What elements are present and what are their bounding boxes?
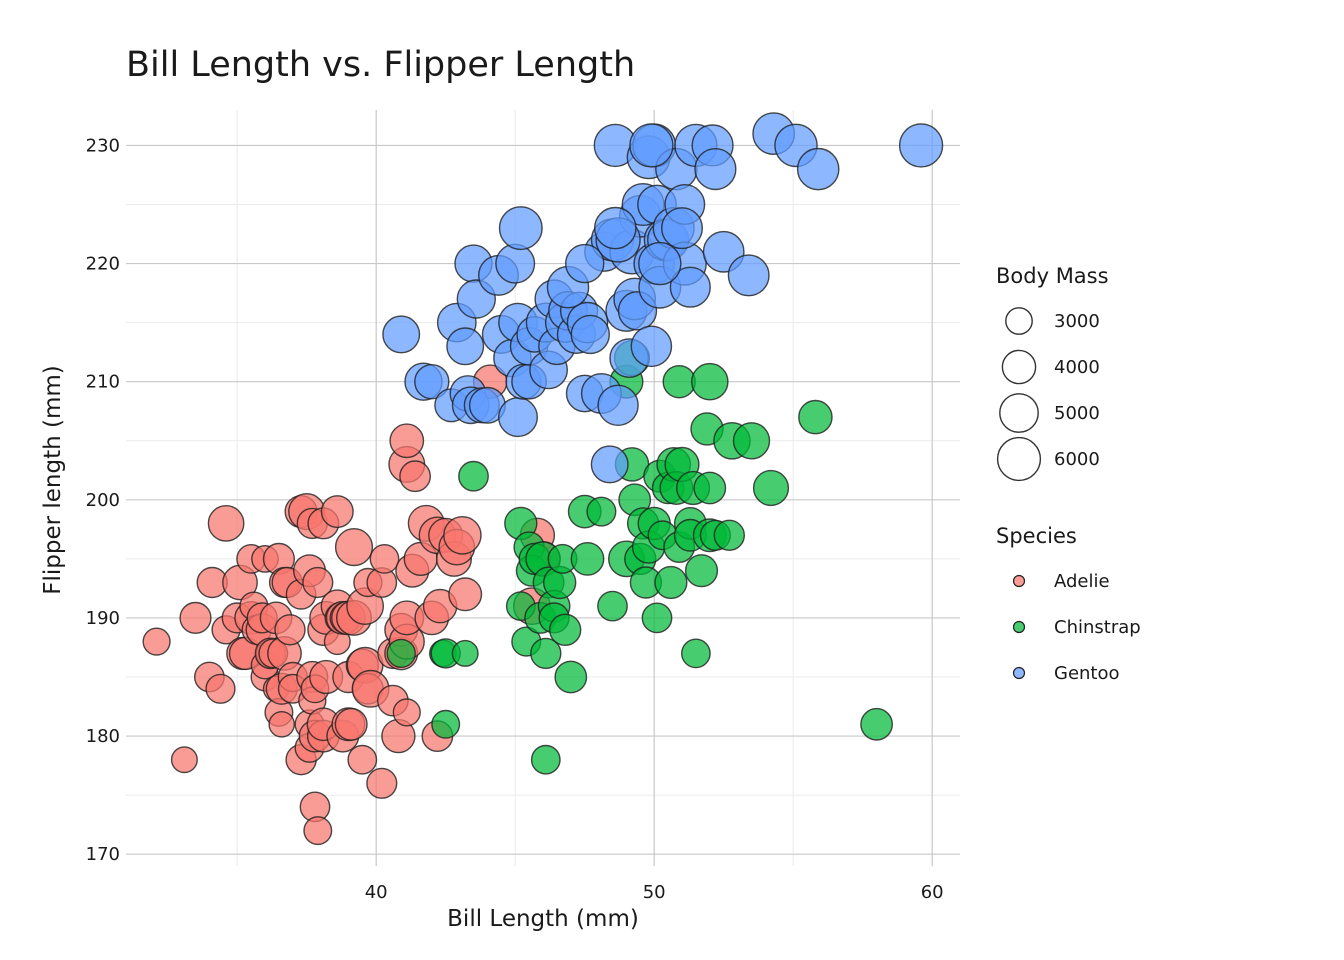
point-adelie (448, 577, 483, 612)
point-gentoo (629, 123, 674, 168)
chart-title: Bill Length vs. Flipper Length (126, 45, 635, 85)
point-gentoo (446, 327, 485, 366)
point-gentoo (694, 148, 737, 191)
point-adelie (389, 423, 425, 459)
point-adelie (366, 767, 398, 799)
point-chinstrap (684, 554, 719, 588)
point-adelie (399, 460, 431, 493)
color-legend-title: Species (996, 524, 1077, 548)
point-adelie (142, 627, 171, 656)
color-legend-label: Chinstrap (1054, 617, 1141, 638)
point-adelie (443, 516, 482, 555)
point-gentoo (727, 254, 770, 297)
point-chinstrap (732, 422, 771, 460)
point-gentoo (597, 384, 639, 426)
point-gentoo (590, 445, 629, 484)
point-chinstrap (798, 399, 833, 435)
point-chinstrap (386, 638, 416, 669)
color-legend-label: Gentoo (1054, 663, 1120, 684)
point-gentoo (796, 147, 840, 191)
y-axis-title: Flipper length (mm) (40, 365, 66, 595)
point-adelie (303, 816, 333, 846)
point-adelie (320, 495, 354, 529)
color-legend-key (1012, 666, 1026, 680)
point-adelie (334, 527, 374, 567)
point-gentoo (638, 241, 682, 286)
size-legend-label: 5000 (1054, 403, 1100, 424)
y-tick-label: 180 (86, 726, 120, 747)
point-chinstrap (549, 613, 582, 646)
point-chinstrap (654, 565, 688, 600)
size-legend-key (996, 436, 1042, 482)
data-points (142, 112, 944, 846)
point-chinstrap (860, 707, 893, 741)
point-adelie (334, 707, 368, 741)
y-tick-label: 190 (86, 608, 120, 629)
size-legend-label: 4000 (1054, 357, 1100, 378)
y-tick-label: 200 (86, 490, 120, 511)
point-gentoo (565, 243, 605, 284)
x-axis-ticks: 40 50 60 (365, 882, 944, 903)
point-gentoo (382, 315, 421, 354)
point-chinstrap (713, 519, 745, 551)
color-legend-label: Adelie (1054, 571, 1110, 592)
x-tick-label: 40 (365, 882, 388, 903)
point-chinstrap (586, 496, 617, 527)
point-adelie (369, 544, 400, 574)
x-tick-label: 60 (921, 882, 944, 903)
point-gentoo (498, 397, 539, 438)
y-axis-ticks: 170 180 190 200 210 220 230 (86, 135, 120, 865)
point-chinstrap (451, 639, 479, 667)
point-chinstrap (570, 542, 605, 576)
point-adelie (205, 673, 236, 704)
color-legend-key (1012, 574, 1026, 588)
size-legend-title: Body Mass (996, 264, 1109, 288)
point-chinstrap (691, 362, 729, 401)
size-legend-label: 6000 (1054, 449, 1100, 470)
point-adelie (207, 505, 245, 542)
legend: Body Mass 3000 4000 5000 6000 Species Adeli… (996, 264, 1141, 684)
point-gentoo (414, 364, 450, 400)
point-chinstrap (693, 471, 727, 505)
point-adelie (179, 601, 212, 634)
point-chinstrap (530, 744, 561, 775)
x-tick-label: 50 (643, 882, 666, 903)
point-chinstrap (597, 590, 628, 622)
point-chinstrap (641, 602, 673, 634)
point-adelie (302, 566, 334, 599)
point-chinstrap (431, 709, 461, 739)
point-chinstrap (662, 365, 696, 399)
point-chinstrap (458, 460, 489, 492)
size-legend: 3000 4000 5000 6000 (996, 307, 1100, 482)
point-gentoo (594, 206, 637, 250)
color-legend: Adelie Chinstrap Gentoo (1012, 571, 1141, 684)
point-gentoo (898, 123, 944, 168)
point-chinstrap (530, 637, 562, 670)
y-tick-label: 220 (86, 254, 120, 275)
y-tick-label: 170 (86, 844, 120, 865)
x-axis-title: Bill Length (mm) (447, 906, 639, 932)
point-adelie (347, 744, 378, 775)
point-gentoo (630, 325, 673, 368)
y-tick-label: 210 (86, 372, 120, 393)
point-gentoo (661, 207, 704, 250)
point-gentoo (495, 243, 536, 284)
size-legend-key (999, 393, 1039, 433)
point-gentoo (570, 314, 610, 355)
size-legend-key (1001, 349, 1037, 385)
point-adelie (392, 698, 421, 727)
point-chinstrap (681, 638, 711, 669)
point-adelie (170, 746, 198, 774)
point-chinstrap (554, 660, 588, 694)
point-chinstrap (752, 469, 790, 507)
point-gentoo (669, 266, 711, 308)
y-tick-label: 230 (86, 135, 120, 156)
point-adelie (274, 614, 306, 646)
color-legend-key (1012, 620, 1026, 634)
size-legend-key (1005, 307, 1033, 335)
point-gentoo (498, 206, 543, 251)
point-adelie (268, 711, 296, 738)
size-legend-label: 3000 (1054, 311, 1100, 332)
